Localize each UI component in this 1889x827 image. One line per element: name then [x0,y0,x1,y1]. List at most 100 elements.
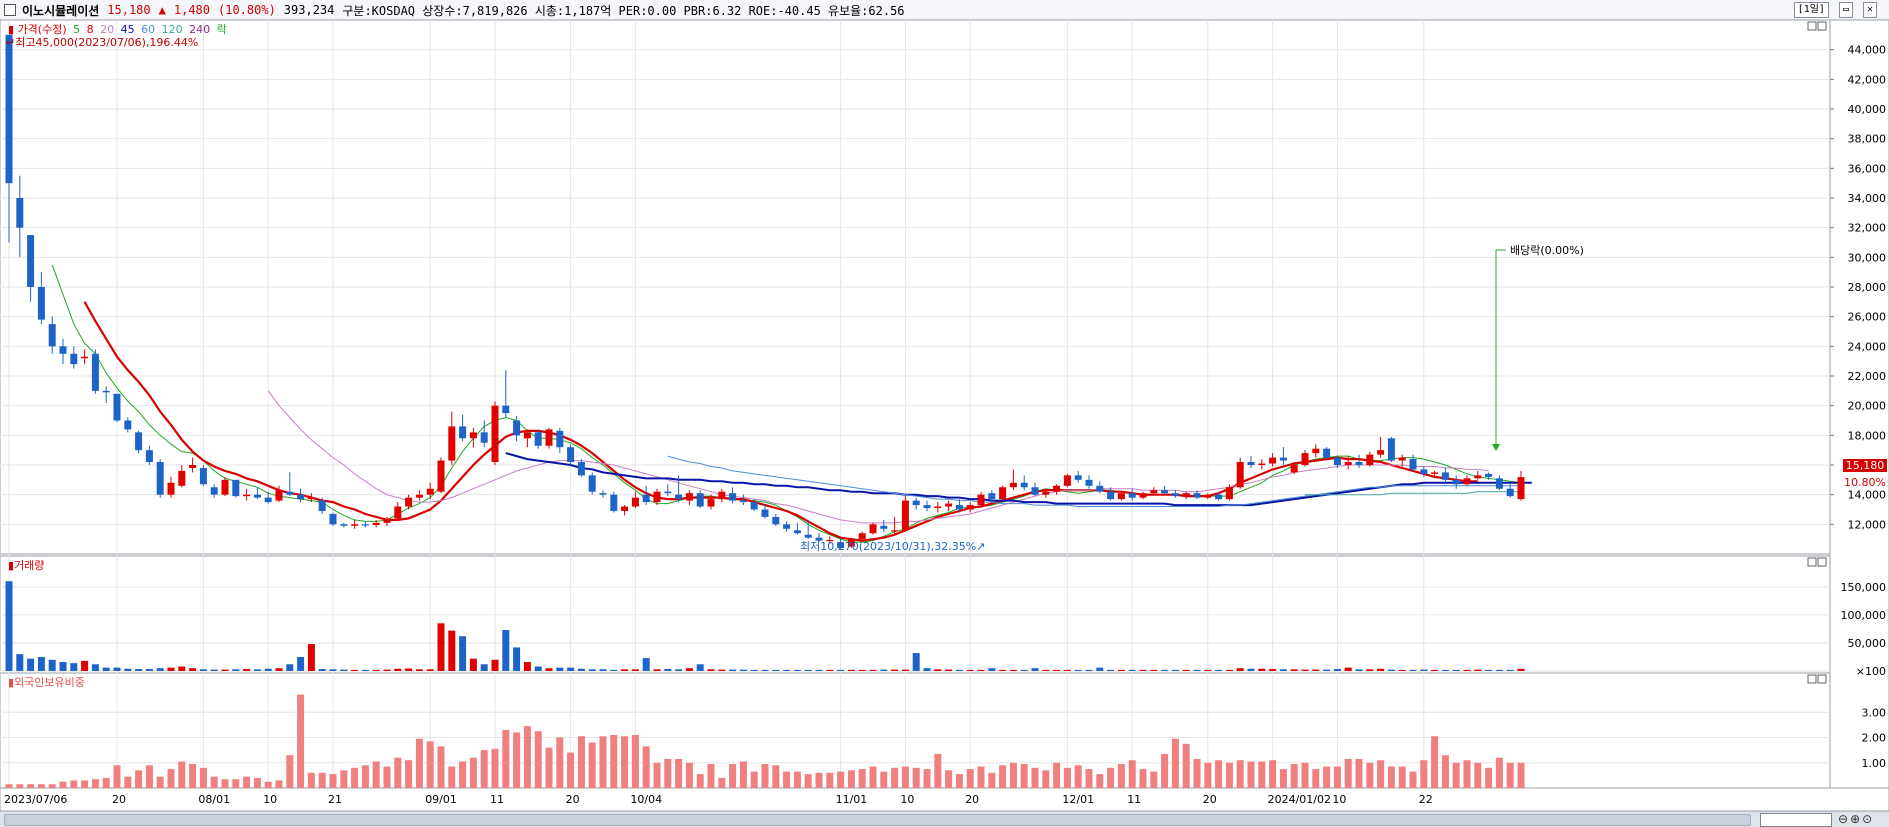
volume-bar [988,668,996,671]
zoom-in-icon[interactable]: ⊕ [1850,812,1861,826]
candle-body [1053,485,1061,492]
candle-body [437,460,445,492]
price-change-pct: (10.80%) [218,3,276,17]
horizontal-scrollbar[interactable] [4,814,1751,826]
foreign-ratio-bar [1420,760,1428,788]
foreign-ratio-bar [631,734,639,788]
volume-bar [502,630,510,671]
volume-bar [1182,669,1190,671]
candle-body [1150,490,1158,494]
volume-bar [1074,669,1082,671]
volume-bar [1161,669,1169,671]
volume-bar [178,666,186,671]
foreign-ratio-bar [1377,760,1385,788]
zoom-reset-icon[interactable]: ⊙ [1862,812,1873,826]
candle-body [567,447,575,463]
candle-body [1031,487,1039,495]
candle-body [631,497,639,507]
candle-body [696,493,704,507]
current-price-tag [1843,459,1887,472]
foreign-ratio-bar [999,765,1007,788]
volume-bar [5,581,13,671]
candle-body [210,487,218,495]
volume-bar [221,669,229,671]
foreign-ratio-bar [59,781,67,788]
volume-bar [1366,669,1374,671]
volume-bar [415,669,423,671]
legend-ma-8: 8 [87,23,94,36]
candle-body [1117,493,1125,500]
volume-bar [793,669,801,671]
volume-bar [1150,669,1158,671]
foreign-ratio-bar [847,770,855,788]
volume-bar [1139,669,1147,671]
zoom-controls: ⊖ ⊕ ⊙ [1838,812,1872,826]
candle-body [102,390,110,393]
candle-body [1225,487,1233,500]
foreign-ratio-bar [858,769,866,788]
volume-bar [480,664,488,671]
candle-body [750,502,758,510]
legend-dividend: 락 [217,23,227,36]
foreign-ratio-bar [81,780,89,788]
volume-bar [1495,669,1503,671]
volume-bar [891,669,899,671]
candle-body [1506,488,1514,497]
candle-body [1128,493,1136,498]
volume-bar [653,669,661,671]
volume-bar [1085,669,1093,671]
candle-body [901,500,909,531]
foreign-ratio-bar [1139,769,1147,788]
legend-marker: ▮ [8,23,14,36]
volume-bar [167,667,175,671]
volume-bar [1506,669,1514,671]
volume-bar [858,669,866,671]
candle-body [394,506,402,519]
price-y-tick: 28,000 [1848,281,1887,294]
trade-volume: 393,234 [283,3,335,17]
volume-bar [664,669,672,671]
foreign-ratio-bar [1485,767,1493,788]
x-tick-label: 22 [1419,793,1433,806]
svg-text:▮ 가격(수정) 5 8 2: ▮ 가격(수정) 5 8 20 45 60 120 240 락 [8,23,227,36]
restore-icon[interactable]: ▭ [1838,2,1853,18]
foreign-ratio-bar [1344,758,1352,788]
scroll-thumb[interactable] [1760,813,1832,827]
foreign-ratio-bar [394,757,402,788]
close-icon[interactable]: ✕ [1862,2,1877,18]
volume-bar [1236,668,1244,671]
x-tick-label: 11/01 [836,793,868,806]
candle-body [70,353,78,365]
volume-bar [718,669,726,671]
candle-body [1247,462,1255,465]
foreign-ratio-bar [1236,760,1244,788]
foreign-ratio-bar [869,766,877,788]
volume-bar [405,668,413,671]
zoom-out-icon[interactable]: ⊖ [1838,812,1849,826]
candle-body [621,506,629,511]
foreign-ratio-bar [534,731,542,788]
panel-checkbox[interactable] [4,4,16,16]
foreign-title: ▮외국인보유비중 [8,676,85,689]
period-button[interactable]: [1일] [1793,2,1829,18]
legend-ma-60: 60 [141,23,155,36]
foreign-ratio-bar [48,784,56,788]
legend-ma-240: 240 [189,23,210,36]
candle-body [772,516,780,525]
volume-bar [48,659,56,671]
volume-bar [1312,669,1320,671]
volume-bar [383,669,391,671]
candle-body [685,493,693,501]
foreign-ratio-bar [1074,765,1082,788]
volume-bar [999,669,1007,671]
foreign-ratio-bar [567,752,575,788]
foreign-ratio-bar [1312,769,1320,788]
foreign-ratio-bar [977,766,985,788]
volume-bar [91,664,99,671]
foreign-ratio-bar [1279,769,1287,788]
price-y-tick: 20,000 [1848,400,1887,413]
volume-bar [351,669,359,671]
candle-body [351,524,359,526]
panel-buttons[interactable] [1807,21,1827,684]
candle-body [955,505,963,510]
